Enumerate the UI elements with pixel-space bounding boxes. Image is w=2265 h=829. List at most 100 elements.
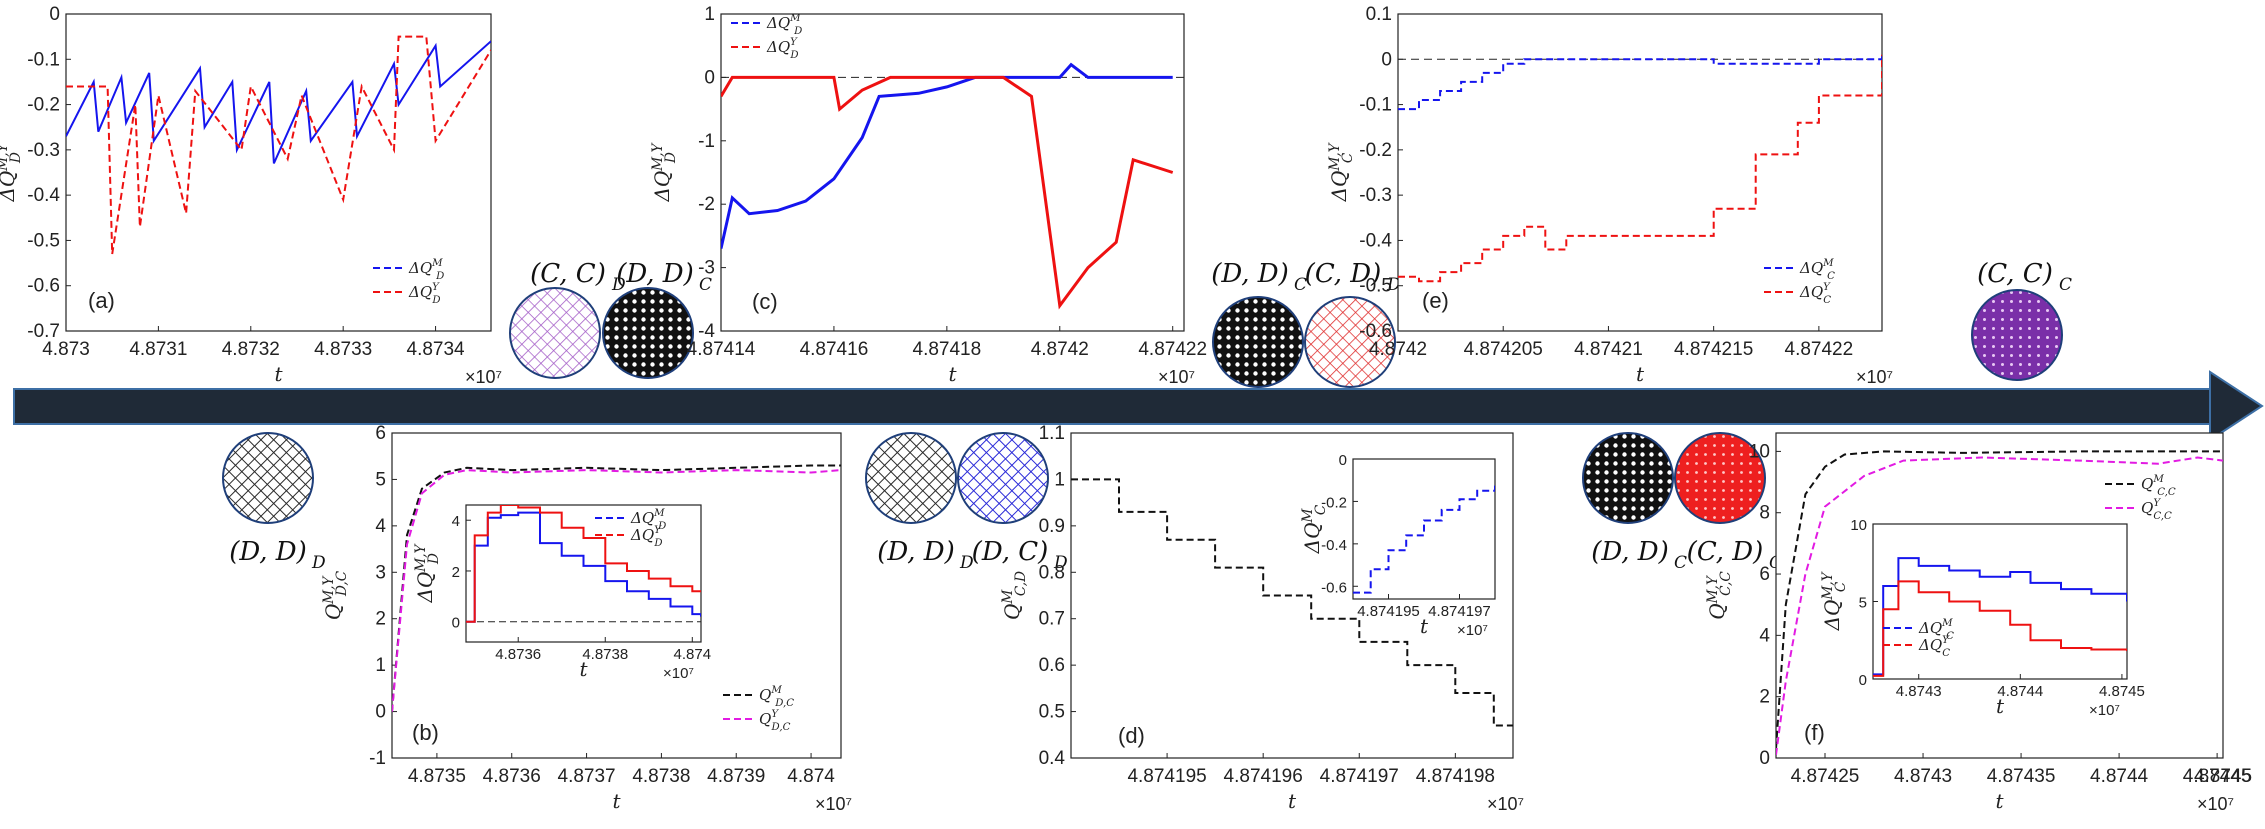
series-line-q-c-d-m xyxy=(1071,478,1513,727)
x-tick-label: 4.8733 xyxy=(314,339,372,360)
panel-label: (a) xyxy=(88,288,115,313)
y-axis-label: ΔQM,YC xyxy=(1820,570,1849,631)
x-axis-label: t xyxy=(948,362,957,386)
y-tick-label: -0.5 xyxy=(27,230,60,251)
inset-chart: 4.8743 4.8744 4.8745 10 5 0 t ×10⁷ ΔQM,YC ΔQM CΔQY… xyxy=(1820,517,2145,719)
x-tick-label: 4.87421 xyxy=(1574,339,1643,360)
y-tick-label: 0.4 xyxy=(1039,748,1066,769)
chart-panel-e: 4.8742 4.874205 4.87421 4.874215 4.87422 0.1 0… xyxy=(1327,4,1893,387)
y-tick-label: -0.2 xyxy=(1359,140,1392,161)
series-line--q-d-m xyxy=(466,511,701,623)
y-tick-label: -0.2 xyxy=(27,95,60,116)
legend-entry: ΔQY C xyxy=(1799,282,1831,306)
inset-series-group xyxy=(1873,557,2127,677)
x-exponent: ×10⁷ xyxy=(2089,702,2120,719)
y-axis-label: QM,YD,C xyxy=(321,570,350,620)
inset-series-group xyxy=(466,505,701,623)
svg-text:(D, C): (D, C) xyxy=(972,537,1049,567)
y-tick-label: 0.7 xyxy=(1039,609,1065,630)
x-axis-label: t xyxy=(612,789,621,813)
charts-layer: 4.873 4.8731 4.8732 4.8733 4.8734 0 -0.1 -0.2 -0… xyxy=(0,4,2252,814)
x-tick-label: 4.874198 xyxy=(1416,766,1495,787)
y-tick-label: 5 xyxy=(375,469,386,490)
series-group xyxy=(66,35,491,255)
x-tick-label: 4.87414 xyxy=(687,339,756,360)
x-tick-label: 4.8738 xyxy=(582,646,628,663)
y-tick-label: -0.3 xyxy=(1359,185,1392,206)
state-cc-d-dd-c: (C, C) D (D, D) C xyxy=(509,259,712,379)
x-tick-label: 4.8736 xyxy=(483,766,541,787)
svg-text:(C, C): (C, C) xyxy=(530,259,606,289)
y-tick-label: 1.1 xyxy=(1039,423,1065,444)
x-tick-label: 4.873 xyxy=(42,339,90,360)
y-tick-label: 0 xyxy=(452,615,460,632)
x-tick-label: 4.87425 xyxy=(1791,766,1860,787)
y-tick-label: 0 xyxy=(375,702,386,723)
y-tick-label: -3 xyxy=(698,258,715,279)
series-line-q-d-c-y xyxy=(392,469,841,712)
svg-text:C: C xyxy=(1674,553,1687,573)
x-exponent: ×10⁷ xyxy=(2197,794,2234,814)
state-dd-d: (D, D) D xyxy=(222,432,326,573)
legend-entry: ΔQM C xyxy=(1799,258,1835,282)
y-tick-label: 8 xyxy=(1759,503,1770,524)
x-exponent: ×10⁷ xyxy=(1457,622,1488,639)
svg-text:(D, D): (D, D) xyxy=(877,537,955,567)
x-tick-label: 4.8744 xyxy=(1997,683,2043,700)
series-line-q-d-c-m xyxy=(392,464,841,712)
panel-label: (f) xyxy=(1804,720,1825,745)
y-tick-label: 0.9 xyxy=(1039,516,1065,537)
x-tick-label: 4.8742 xyxy=(1031,339,1089,360)
svg-text:C: C xyxy=(2059,275,2072,295)
x-tick-label: 4.8731 xyxy=(129,339,187,360)
state-circle-grid-black xyxy=(222,432,314,524)
y-tick-label: 6 xyxy=(375,423,386,444)
svg-text:(D, D): (D, D) xyxy=(1591,537,1669,567)
y-tick-label: 10 xyxy=(1749,441,1770,462)
y-tick-label: 0 xyxy=(704,67,715,88)
x-tick-label: 4.874 xyxy=(674,646,712,663)
legend-entry: QM C,C xyxy=(2141,474,2176,498)
x-axis-label: t xyxy=(1288,789,1297,813)
y-tick-label: -0.4 xyxy=(27,185,60,206)
series-line-q-c-c-y xyxy=(1776,456,2223,756)
chart-panel-a: 4.873 4.8731 4.8732 4.8733 4.8734 0 -0.1 -0.2 -0… xyxy=(0,4,502,387)
y-axis-label: ΔQM,YD xyxy=(0,141,24,202)
y-tick-label: -0.6 xyxy=(1359,321,1392,342)
y-tick-label: 0.8 xyxy=(1039,562,1065,583)
x-tick-label: 4.8739 xyxy=(707,766,765,787)
chart-panel-f: 4.87425 4.8743 4.87435 4.8744 4.874454.87451… xyxy=(1705,432,2252,814)
svg-text:(C, D): (C, D) xyxy=(1305,259,1382,289)
series-group xyxy=(1071,478,1513,727)
y-tick-label: -0.5 xyxy=(1359,276,1392,297)
x-axis-label: t xyxy=(1996,694,2005,718)
svg-text:(D, D): (D, D) xyxy=(616,259,694,289)
state-circle-dots-black xyxy=(1582,432,1674,524)
inset-chart: 4.874195 4.874197 0 -0.2 -0.4 -0.6 t ×10⁷ ΔQMC xyxy=(1300,452,1496,639)
y-axis-label: ΔQMC xyxy=(1300,504,1329,554)
y-tick-label: 5 xyxy=(1859,595,1867,612)
svg-text:(D, D): (D, D) xyxy=(1211,259,1289,289)
x-tick-label: 4.874205 xyxy=(1464,339,1543,360)
state-circle-grid-red xyxy=(1304,296,1396,388)
y-tick-label: -0.1 xyxy=(1359,95,1392,116)
state-circle-grid-black xyxy=(865,432,957,524)
x-tick-label: 4.874196 xyxy=(1224,766,1303,787)
state-circle-dots-purple xyxy=(1971,289,2063,381)
x-tick-label: 4.87422 xyxy=(1785,339,1854,360)
x-tick-label: 4.874197 xyxy=(1428,603,1491,620)
x-axis-label: t xyxy=(1420,614,1429,638)
y-tick-label: 0 xyxy=(1339,452,1347,469)
x-tick-label: 4.8732 xyxy=(222,339,280,360)
plot-frame xyxy=(1397,13,1883,332)
x-exponent: ×10⁷ xyxy=(1856,367,1893,387)
x-tick-label: 4.8742 xyxy=(1369,339,1427,360)
svg-text:C: C xyxy=(699,275,712,295)
y-tick-label: 2 xyxy=(1759,687,1770,708)
panel-label: (b) xyxy=(412,720,439,745)
state-dd-d-dc-d: (D, D) D (D, C) D xyxy=(865,432,1068,573)
timeline-arrow xyxy=(13,370,2264,442)
x-tick-label: 4.8745 xyxy=(2099,683,2145,700)
y-tick-label: -1 xyxy=(698,131,715,152)
